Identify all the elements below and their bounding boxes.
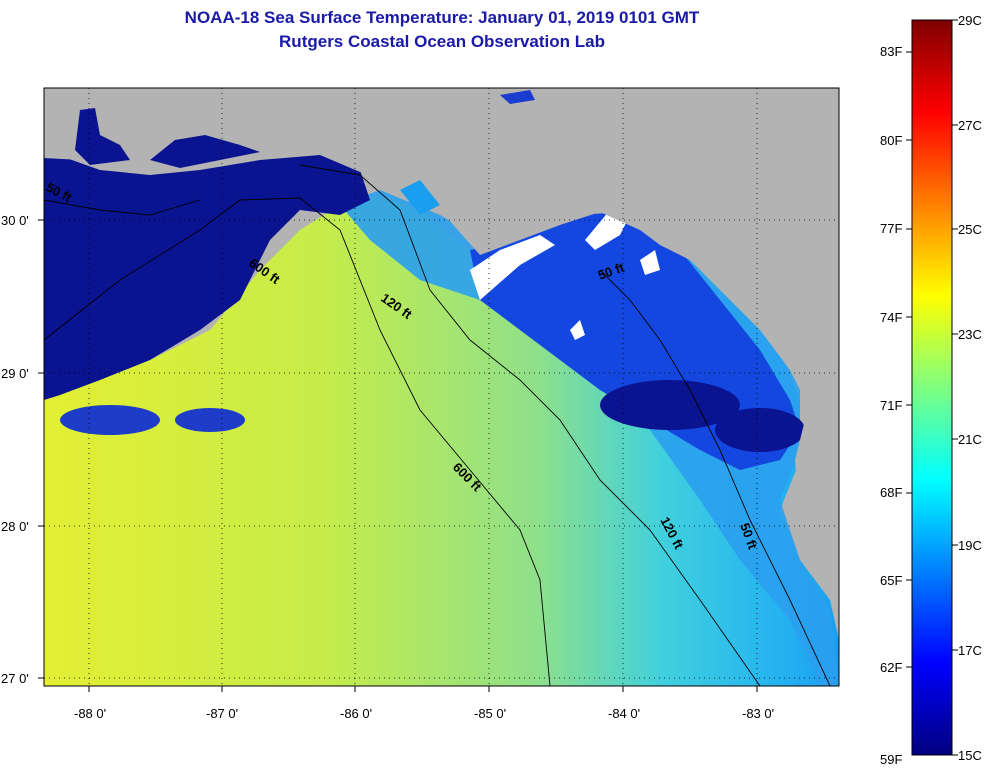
cloud-mask-4 xyxy=(570,320,585,340)
colorbar-c-label: 15C xyxy=(958,748,982,763)
lon-label: -86 0' xyxy=(340,706,372,721)
lake-north xyxy=(500,90,535,104)
bay-pensacola xyxy=(150,135,260,168)
contour-120ft xyxy=(299,164,761,686)
contour-50ft xyxy=(599,269,831,686)
map-subtitle: Rutgers Coastal Ocean Observation Lab xyxy=(279,32,605,51)
lon-label: -84 0' xyxy=(608,706,640,721)
bay-mobile xyxy=(75,108,130,165)
colorbar-f-label: 80F xyxy=(880,133,902,148)
lat-label: 30 0' xyxy=(1,213,29,228)
colorbar-f-label: 71F xyxy=(880,398,902,413)
colorbar-ticks xyxy=(906,19,958,756)
axis-ticks xyxy=(38,219,758,692)
map-title: NOAA-18 Sea Surface Temperature: January… xyxy=(184,8,700,27)
lon-label: -88 0' xyxy=(74,706,106,721)
cold-patch-4 xyxy=(60,405,160,435)
colorbar-f-label: 74F xyxy=(880,310,902,325)
colorbar: 83F 80F 77F 74F 71F 68F 65F 62F 59F 29C … xyxy=(880,13,982,767)
lon-label: -85 0' xyxy=(474,706,506,721)
colorbar-c-label: 29C xyxy=(958,13,982,28)
colorbar-c-label: 19C xyxy=(958,538,982,553)
cold-patch-1 xyxy=(600,380,740,430)
lon-label: -87 0' xyxy=(206,706,238,721)
colorbar-f-label: 65F xyxy=(880,573,902,588)
cloud-mask-1 xyxy=(470,235,555,300)
colorbar-c-label: 17C xyxy=(958,643,982,658)
cold-patch-2 xyxy=(715,408,805,452)
lat-label: 28 0' xyxy=(1,519,29,534)
colorbar-f-label: 77F xyxy=(880,221,902,236)
colorbar-f-label: 59F xyxy=(880,752,902,767)
bay-apalachicola xyxy=(400,180,440,215)
colorbar-c-label: 27C xyxy=(958,118,982,133)
colorbar-c-label: 25C xyxy=(958,222,982,237)
lat-label: 27 0' xyxy=(1,671,29,686)
colorbar-c-label: 21C xyxy=(958,432,982,447)
cold-patch-3 xyxy=(175,408,245,432)
cloud-mask-3 xyxy=(640,250,660,275)
contour-600ft xyxy=(44,197,551,686)
colorbar-ramp xyxy=(911,19,953,756)
contour-lines xyxy=(44,164,831,686)
colorbar-f-label: 68F xyxy=(880,485,902,500)
lat-label: 29 0' xyxy=(1,366,29,381)
lon-label: -83 0' xyxy=(742,706,774,721)
map-frame xyxy=(43,87,840,687)
latitude-labels: 30 0' 29 0' 28 0' 27 0' xyxy=(1,213,29,686)
land-florida xyxy=(44,88,839,555)
colorbar-f-label: 83F xyxy=(880,44,902,59)
colorbar-c-label: 23C xyxy=(958,327,982,342)
longitude-labels: -88 0' -87 0' -86 0' -85 0' -84 0' -83 0… xyxy=(74,706,774,721)
map-area xyxy=(44,88,839,686)
contour-50ft-nw xyxy=(44,199,201,216)
colorbar-f-label: 62F xyxy=(880,660,902,675)
